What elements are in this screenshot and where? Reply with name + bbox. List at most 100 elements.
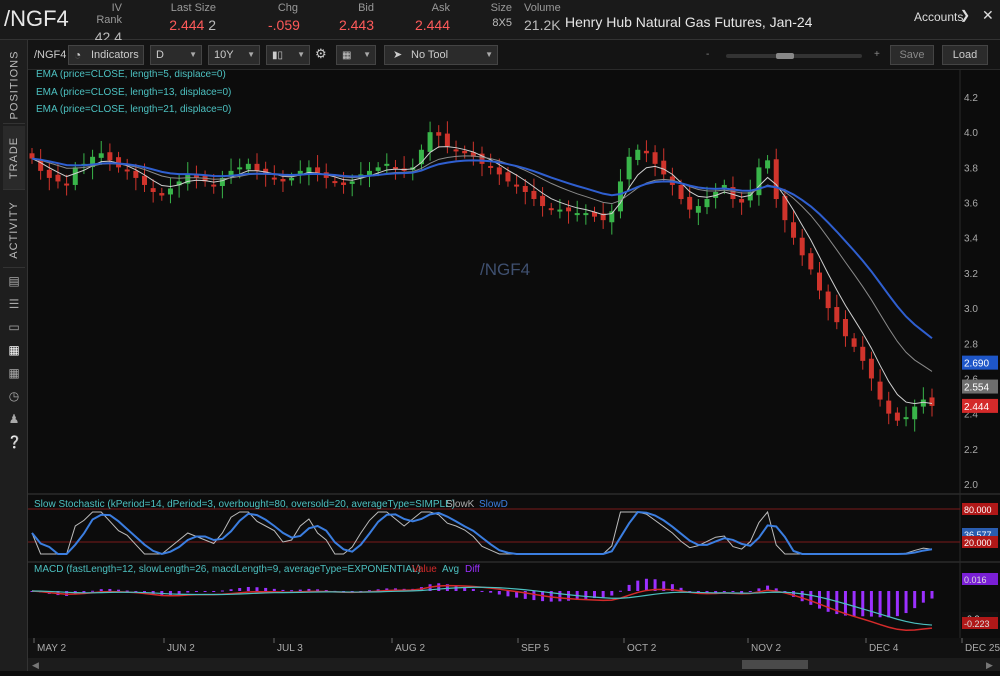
candle-body: [557, 209, 563, 212]
load-button[interactable]: Load: [942, 45, 988, 65]
scroll-right-icon[interactable]: ▶: [986, 660, 993, 670]
candle-body: [929, 397, 935, 406]
macd-diff-bar: [748, 591, 752, 592]
price-tick-label: 3.0: [964, 304, 978, 315]
chevron-down-icon: ▼: [363, 50, 371, 59]
candle-body: [72, 167, 78, 185]
macd-diff-bar: [281, 589, 285, 591]
macd-diff-bar: [688, 591, 692, 592]
zoom-slider-thumb[interactable]: [776, 53, 794, 59]
macd-avg-line: [31, 586, 933, 626]
macd-diff-bar: [385, 588, 389, 591]
chart-style-select[interactable]: ▮▯ ▼: [266, 45, 310, 65]
price-tick-label: 3.8: [964, 163, 978, 174]
candle-body: [384, 163, 390, 166]
tab-activity[interactable]: ACTIVITY: [3, 192, 25, 268]
candle-body: [860, 346, 866, 361]
price-badge: [962, 398, 998, 413]
last-size: 2: [208, 17, 216, 33]
candle-body: [842, 318, 848, 337]
zoom-slider[interactable]: [726, 53, 862, 59]
macd-diff-bar: [272, 588, 276, 591]
macd-diff-bar: [489, 591, 493, 593]
macd-diff-bar: [108, 588, 112, 591]
time-scrollbar-thumb[interactable]: [742, 660, 808, 669]
scroll-left-icon[interactable]: ◀: [32, 660, 39, 670]
candle-body: [315, 167, 321, 175]
macd-diff-bar: [852, 591, 856, 617]
candle-body: [791, 222, 797, 238]
document-icon[interactable]: ▤: [8, 274, 20, 288]
macd-diff-bar: [757, 588, 761, 591]
macd-diff-bar: [134, 591, 138, 592]
candle-body: [116, 157, 122, 168]
candle-body: [574, 213, 580, 216]
macd-diff-bar: [800, 591, 804, 602]
macd-diff-bar: [679, 587, 683, 591]
price-chart[interactable]: /NGF4 4.24.03.83.63.43.23.02.82.62.42.22…: [28, 69, 1000, 671]
candle-body: [617, 181, 623, 212]
tab-positions[interactable]: POSITIONS: [3, 46, 25, 124]
macd-badge-label: 0.016: [964, 575, 987, 585]
price-tick-label: 3.4: [964, 234, 978, 245]
candle-body: [29, 153, 35, 159]
candle-body: [38, 159, 44, 171]
help-icon[interactable]: ❔: [7, 435, 22, 449]
candle-body: [46, 169, 52, 178]
price-badge: [962, 355, 998, 370]
candle-body: [687, 196, 693, 210]
drawing-tool-select[interactable]: ➤ No Tool ▼: [384, 45, 498, 65]
left-sidebar: POSITIONS TRADE ACTIVITY ▤ ☰ ▭ ▦ ▦ ◷ ♟ ❔: [0, 40, 28, 671]
candle-body: [894, 412, 900, 421]
slowd-line: [31, 510, 933, 556]
macd-diff-bar: [826, 591, 830, 612]
macd-diff-bar: [921, 591, 925, 603]
aggregation-select[interactable]: D ▼: [150, 45, 202, 65]
candle-body: [626, 156, 632, 180]
tab-trade[interactable]: TRADE: [3, 126, 25, 190]
accounts-chevron-icon[interactable]: ❯: [960, 8, 971, 22]
chevron-down-icon: ▼: [297, 50, 305, 59]
stoch-badge-label: 36.577: [964, 530, 992, 540]
macd-diff-bar: [203, 591, 207, 592]
grid-icon[interactable]: ▦: [8, 366, 20, 380]
candle-body: [600, 213, 606, 221]
tv-icon[interactable]: ▭: [8, 320, 20, 334]
clock-icon[interactable]: ◷: [8, 389, 20, 403]
symbol-title[interactable]: /NGF4: [4, 6, 69, 31]
close-icon[interactable]: ✕: [982, 7, 994, 23]
price-tick-label: 4.0: [964, 128, 978, 139]
candle-body: [228, 170, 234, 177]
candle-body: [609, 211, 615, 223]
macd-diff-bar: [238, 588, 242, 591]
drawing-grid-select[interactable]: ▦ ▼: [336, 45, 376, 65]
list-icon[interactable]: ☰: [8, 297, 20, 311]
indicators-button[interactable]: ◔ Indicators: [68, 45, 144, 65]
toolbar-symbol[interactable]: /NGF4: [34, 49, 67, 61]
period-select[interactable]: 10Y ▼: [208, 45, 260, 65]
macd-title: MACD (fastLength=12, slowLength=26, macd…: [34, 564, 421, 575]
zoom-in-icon[interactable]: +: [874, 49, 880, 60]
macd-diff-bar: [809, 591, 813, 605]
macd-diff-bar: [792, 591, 796, 597]
chart-icon[interactable]: ▦: [8, 343, 20, 357]
zoom-out-icon[interactable]: -: [706, 49, 710, 60]
gear-icon[interactable]: ⚙: [315, 46, 327, 61]
macd-diff-bar: [212, 591, 216, 592]
save-button[interactable]: Save: [890, 45, 934, 65]
people-icon[interactable]: ♟: [8, 412, 20, 426]
chart-watermark: /NGF4: [480, 260, 530, 279]
change-field: Chg -.059: [268, 2, 300, 33]
candle-body: [271, 177, 277, 180]
chart-canvas: /NGF4 4.24.03.83.63.43.23.02.82.62.42.22…: [28, 69, 1000, 671]
candle-body: [142, 175, 147, 185]
candle-body: [64, 183, 70, 186]
macd-diff-bar: [255, 587, 259, 591]
accounts-menu[interactable]: Accounts: [914, 10, 964, 24]
volume-field: Volume 21.2K: [524, 2, 561, 33]
price-tick-label: 2.8: [964, 339, 978, 350]
candle-body: [185, 174, 191, 184]
bid-field: Bid 2.443: [338, 2, 374, 33]
macd-diff-bar: [177, 591, 181, 595]
macd-diff-bar: [618, 590, 622, 592]
